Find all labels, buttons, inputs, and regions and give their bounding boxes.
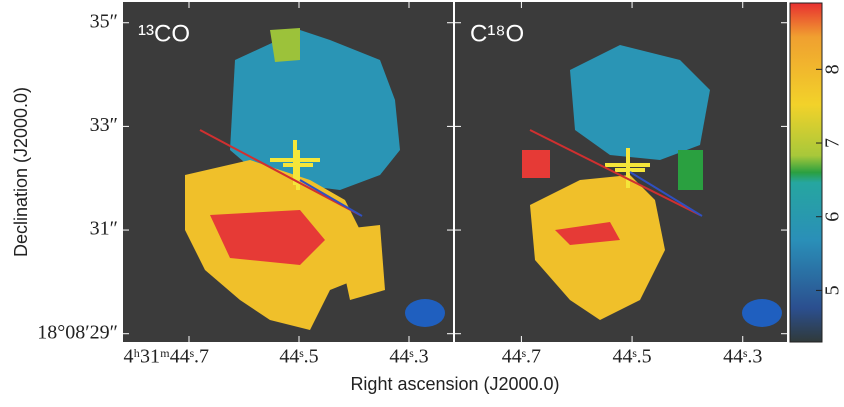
y-tick-label: 33″ xyxy=(90,114,118,136)
beam xyxy=(742,299,782,327)
emission xyxy=(570,45,710,160)
emission xyxy=(522,150,550,178)
position-marker xyxy=(270,140,320,190)
emission xyxy=(230,30,400,190)
colorbar-tick-label: 5 xyxy=(822,285,844,295)
outflow-red xyxy=(529,129,701,216)
emission xyxy=(335,225,385,300)
colorbar-tick-label: 6 xyxy=(822,212,844,222)
x-tick-label: 44ˢ.3 xyxy=(389,346,428,368)
colorbar xyxy=(789,2,823,343)
position-marker xyxy=(605,148,650,188)
y-axis-label: Declination (J2000.0) xyxy=(11,87,31,257)
colorbar-tick-label: 7 xyxy=(822,138,844,148)
emission xyxy=(678,150,703,190)
colorbar-tick-label: 8 xyxy=(822,64,844,74)
outflow-blue xyxy=(299,179,363,217)
emission xyxy=(270,28,300,62)
y-tick-label: 35″ xyxy=(90,10,118,32)
panel xyxy=(123,2,453,342)
x-tick-label: 44ˢ.5 xyxy=(612,346,651,368)
emission xyxy=(530,175,665,320)
x-tick-label: 44ˢ.7 xyxy=(502,346,541,368)
x-tick-label: 44ˢ.3 xyxy=(723,346,762,368)
beam xyxy=(405,299,445,327)
panel-title: ¹³CO xyxy=(138,20,190,47)
x-tick-label: 44ˢ.5 xyxy=(279,346,318,368)
y-tick-label: 18°08′29″ xyxy=(37,321,118,343)
emission xyxy=(210,210,325,265)
outflow-red xyxy=(199,129,361,216)
x-axis-label: Right ascension (J2000.0) xyxy=(350,374,559,394)
panel-title: C¹⁸O xyxy=(470,20,524,47)
x-tick-label: 4ʰ31ᵐ44ˢ.7 xyxy=(124,346,209,368)
outflow-blue xyxy=(629,171,703,217)
panel xyxy=(455,2,787,342)
emission xyxy=(555,222,620,245)
y-tick-label: 31″ xyxy=(90,218,118,240)
